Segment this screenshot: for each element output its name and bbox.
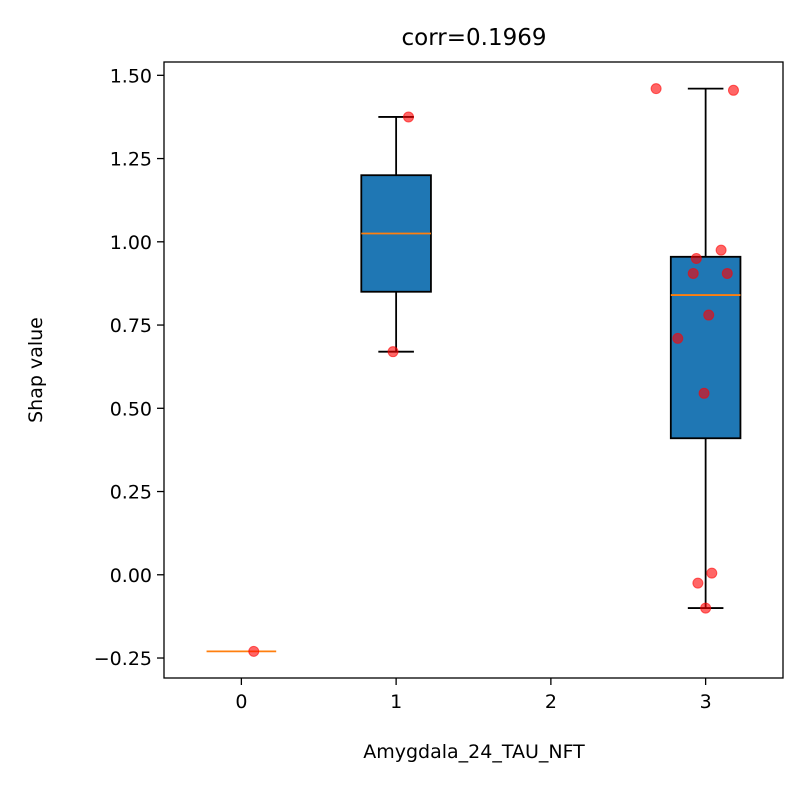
x-axis-ticks: 0 1 2 3 (235, 678, 712, 713)
data-point (700, 602, 712, 614)
box-1 (360, 116, 432, 353)
plot-area (163, 61, 784, 679)
y-axis-ticks: −0.25 0.00 0.25 0.50 0.75 1.00 1.25 1.50 (94, 65, 164, 670)
x-tick-label: 3 (700, 691, 712, 713)
y-tick-label: 0.25 (110, 482, 152, 504)
chart-title: corr=0.1969 (402, 25, 547, 51)
y-tick-label: −0.25 (94, 648, 152, 670)
data-point (706, 567, 718, 579)
data-point (715, 244, 727, 256)
data-point (650, 83, 662, 95)
boxes-group (206, 87, 742, 653)
y-tick-label: 0.50 (110, 398, 152, 420)
data-point (387, 346, 399, 358)
axes-frame (163, 61, 784, 679)
x-axis-label: Amygdala_24_TAU_NFT (363, 741, 585, 763)
y-tick-label: 1.25 (110, 149, 152, 171)
y-tick-label: 0.75 (110, 315, 152, 337)
data-point (403, 111, 415, 123)
data-point (690, 252, 702, 264)
box-iqr (669, 255, 742, 440)
data-point (698, 387, 710, 399)
y-tick-label: 1.00 (110, 232, 152, 254)
y-axis-label: Shap value (25, 317, 47, 423)
data-point (687, 267, 699, 279)
data-point (248, 645, 260, 657)
box-3 (669, 87, 742, 609)
data-point (721, 267, 733, 279)
x-tick-label: 2 (545, 691, 557, 713)
y-tick-label: 0.00 (110, 565, 152, 587)
data-point (703, 309, 715, 321)
data-point (692, 577, 704, 589)
data-point (672, 332, 684, 344)
x-tick-label: 0 (235, 691, 247, 713)
points-group (248, 83, 739, 657)
data-point (727, 84, 739, 96)
y-tick-label: 1.50 (110, 65, 152, 87)
x-tick-label: 1 (390, 691, 402, 713)
